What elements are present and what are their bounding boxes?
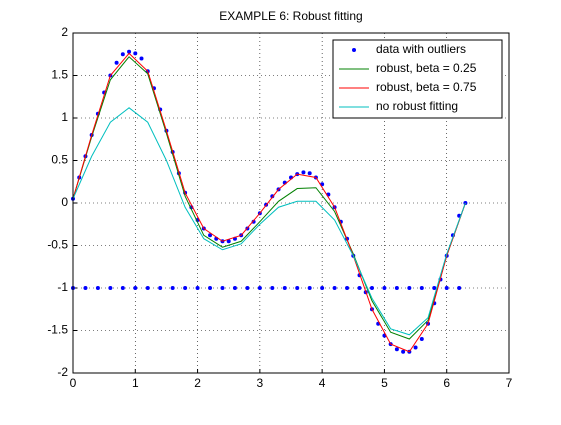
- data-point: [413, 345, 418, 350]
- fit-line: [72, 107, 466, 336]
- x-tick-label: 0: [70, 376, 77, 390]
- data-point: [251, 219, 256, 224]
- data-point: [307, 286, 312, 290]
- data-point: [170, 286, 175, 290]
- data-point: [419, 286, 424, 290]
- legend-label: robust, beta = 0.75: [376, 80, 477, 94]
- fit-line: [72, 56, 466, 340]
- data-point: [208, 233, 213, 238]
- data-point: [257, 286, 262, 290]
- y-tick-label: 1: [61, 110, 68, 124]
- data-point: [232, 286, 237, 290]
- x-tick-label: 7: [506, 376, 513, 390]
- data-point: [245, 286, 250, 290]
- legend-box: [332, 39, 503, 119]
- data-point: [133, 51, 138, 56]
- x-tick-label: 5: [381, 376, 388, 390]
- data-point: [345, 286, 350, 290]
- data-point: [382, 286, 387, 290]
- data-point: [320, 286, 325, 290]
- data-point: [270, 286, 275, 290]
- data-point: [95, 286, 100, 290]
- legend-marker: [352, 48, 356, 52]
- data-point: [282, 286, 287, 290]
- y-tick-label: 0.5: [51, 153, 68, 167]
- x-tick-label: 1: [132, 376, 139, 390]
- data-point: [83, 286, 88, 290]
- x-tick-label: 2: [194, 376, 201, 390]
- y-tick-label: -1: [57, 280, 68, 294]
- data-point: [195, 286, 200, 290]
- data-point: [332, 286, 337, 290]
- legend-label: robust, beta = 0.25: [376, 61, 477, 75]
- data-point: [444, 286, 449, 290]
- y-tick-label: -1.5: [47, 323, 68, 337]
- legend-label: data with outliers: [376, 42, 466, 56]
- y-tick-label: 1.5: [51, 68, 68, 82]
- data-point: [208, 286, 213, 290]
- data-point: [220, 286, 225, 290]
- data-point: [158, 286, 163, 290]
- data-point: [270, 194, 275, 199]
- data-point: [369, 286, 374, 290]
- x-tick-label: 3: [257, 376, 264, 390]
- y-tick-label: -2: [57, 365, 68, 379]
- data-point: [183, 286, 188, 290]
- y-tick-label: -0.5: [47, 238, 68, 252]
- x-tick-label: 4: [319, 376, 326, 390]
- chart-title: EXAMPLE 6: Robust fitting: [219, 9, 362, 23]
- data-point: [301, 170, 306, 175]
- data-point: [401, 349, 406, 354]
- data-point: [307, 171, 312, 176]
- data-point: [133, 286, 138, 290]
- fit-line: [72, 52, 466, 353]
- legend-label: no robust fitting: [376, 99, 458, 113]
- y-tick-label: 2: [61, 25, 68, 39]
- data-point: [394, 347, 399, 352]
- data-point: [108, 286, 113, 290]
- data-point: [145, 286, 150, 290]
- data-point: [226, 239, 231, 244]
- y-tick-label: 0: [61, 195, 68, 209]
- data-point: [419, 337, 424, 341]
- data-point: [120, 52, 125, 57]
- data-point: [394, 286, 399, 290]
- x-tick-label: 6: [443, 376, 450, 390]
- data-point: [139, 56, 144, 61]
- data-point: [120, 286, 125, 290]
- data-point: [295, 286, 300, 290]
- data-point: [457, 286, 462, 290]
- data-point: [357, 286, 362, 290]
- data-point: [432, 286, 437, 290]
- axes-box: [72, 32, 510, 374]
- data-point: [127, 49, 132, 54]
- data-point: [407, 286, 412, 290]
- data-point: [114, 60, 119, 65]
